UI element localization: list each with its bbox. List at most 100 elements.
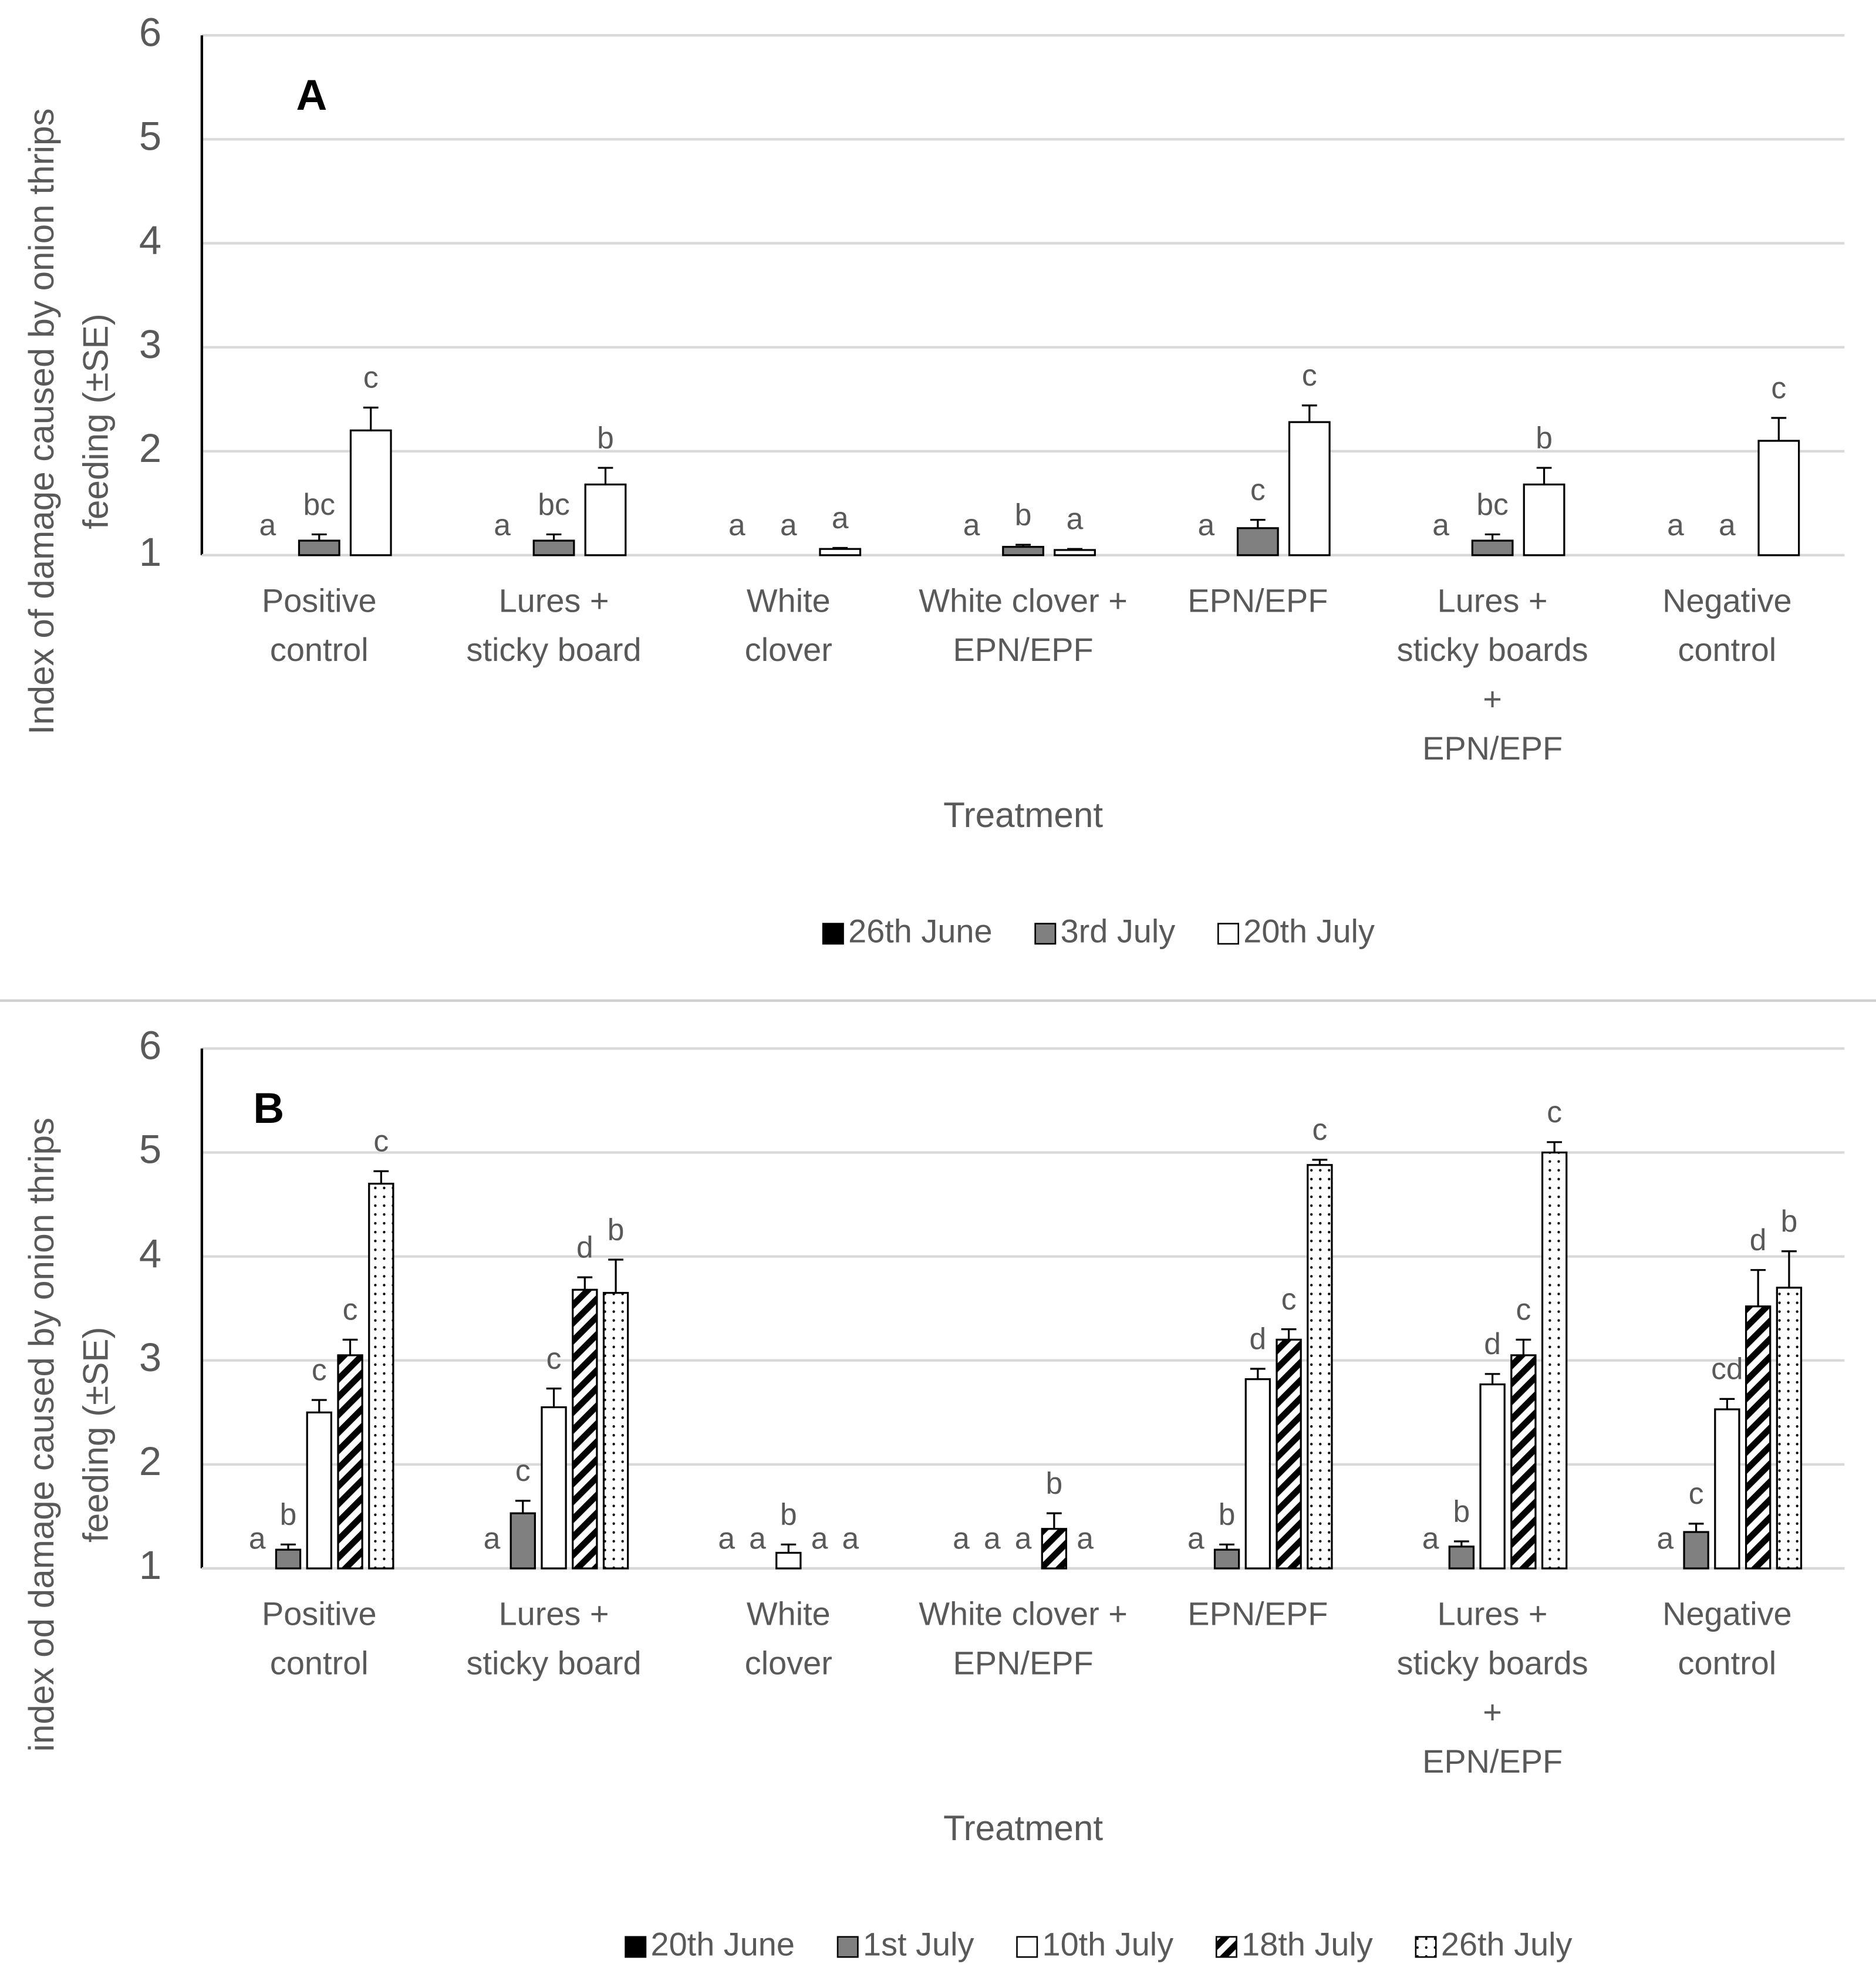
x-tick-label: Lures +	[499, 1595, 609, 1632]
bar	[1479, 1383, 1506, 1570]
bar	[306, 1411, 332, 1570]
x-axis-label: Treatment	[943, 1808, 1103, 1848]
bar	[1745, 1305, 1772, 1570]
y-axis-label: index od damage caused by onion thrips	[22, 1118, 61, 1752]
significance-letter: a	[249, 1521, 266, 1555]
panel-label: B	[253, 1085, 284, 1132]
significance-letter: c	[1250, 473, 1266, 507]
x-tick-label: sticky board	[466, 1644, 641, 1681]
significance-letter: a	[259, 508, 276, 542]
x-tick-label: Positive	[262, 582, 377, 619]
significance-letter: a	[1667, 508, 1684, 542]
x-tick-label: control	[270, 631, 369, 668]
significance-letter: c	[312, 1352, 327, 1386]
x-tick-label: clover	[745, 631, 832, 668]
y-tick-label: 2	[139, 426, 161, 471]
significance-letter: b	[280, 1497, 297, 1531]
significance-letter: a	[842, 1521, 859, 1555]
x-tick-label: +	[1483, 1693, 1502, 1730]
significance-letter: d	[1250, 1321, 1267, 1355]
significance-letter: cd	[1711, 1352, 1743, 1386]
y-axis-label: feeding (±SE)	[76, 1327, 116, 1543]
significance-letter: a	[953, 1521, 970, 1555]
x-tick-label: White clover +	[919, 582, 1128, 619]
bar	[584, 483, 627, 556]
significance-letter: b	[1781, 1204, 1798, 1238]
significance-letter: c	[1516, 1292, 1531, 1327]
bar	[1523, 483, 1565, 556]
significance-letter: a	[1187, 1521, 1204, 1555]
x-tick-label: White	[747, 582, 831, 619]
significance-letter: a	[728, 508, 745, 542]
y-tick-label: 4	[139, 1231, 161, 1276]
y-tick-label: 3	[139, 1335, 161, 1380]
x-tick-label: White	[747, 1595, 831, 1632]
bar	[1448, 1545, 1475, 1570]
bar	[349, 429, 392, 556]
panel-label: A	[296, 72, 327, 119]
y-tick-label: 3	[139, 322, 161, 367]
x-tick-label: Negative	[1662, 1595, 1792, 1632]
x-tick-label: sticky boards	[1397, 631, 1588, 668]
significance-letter: a	[1067, 502, 1084, 536]
legend-swatch	[1034, 923, 1057, 945]
legend-swatch	[1415, 1936, 1437, 1958]
x-tick-label: EPN/EPF	[953, 631, 1094, 668]
bar	[1276, 1338, 1302, 1570]
bar	[1714, 1408, 1740, 1570]
significance-letter: a	[1719, 508, 1736, 542]
significance-letter: c	[1689, 1476, 1704, 1510]
y-axis-label: Index of damage caused by onion thrips	[22, 108, 61, 734]
legend-label: 26th June	[848, 913, 992, 950]
x-tick-label: Negative	[1662, 582, 1792, 619]
legend-label: 20th July	[1243, 913, 1375, 950]
bar	[1213, 1548, 1240, 1570]
significance-letter: a	[1657, 1521, 1674, 1555]
y-tick-label: 1	[139, 529, 161, 575]
significance-letter: c	[373, 1124, 389, 1158]
significance-letter: a	[494, 508, 511, 542]
significance-letter: b	[1536, 420, 1553, 454]
bar	[1757, 440, 1800, 556]
x-tick-label: control	[1678, 1644, 1777, 1681]
significance-letter: c	[515, 1453, 531, 1487]
significance-letter: b	[608, 1212, 625, 1246]
legend-swatch	[822, 923, 844, 945]
significance-letter: c	[1771, 370, 1786, 404]
bar	[1244, 1378, 1271, 1570]
legend-label: 1st July	[863, 1926, 974, 1963]
significance-letter: a	[1077, 1521, 1094, 1555]
bar	[1002, 546, 1044, 556]
legend-swatch	[836, 1936, 859, 1958]
y-axis-label: feeding (±SE)	[76, 313, 116, 529]
significance-letter: a	[718, 1521, 735, 1555]
significance-letter: a	[963, 508, 980, 542]
bar	[1307, 1164, 1333, 1570]
legend-swatch	[625, 1936, 647, 1958]
bar	[368, 1183, 394, 1570]
significance-letter: c	[1281, 1282, 1297, 1316]
significance-letter: bc	[1476, 487, 1508, 521]
bar	[541, 1406, 567, 1570]
bar	[510, 1512, 536, 1570]
y-tick-label: 5	[139, 113, 161, 158]
significance-letter: d	[1484, 1327, 1501, 1361]
x-tick-label: clover	[745, 1644, 832, 1681]
legend-swatch	[1016, 1936, 1038, 1958]
bar	[1510, 1354, 1537, 1570]
x-tick-label: Positive	[262, 1595, 377, 1632]
bar	[1776, 1287, 1803, 1570]
significance-letter: c	[546, 1341, 562, 1375]
x-tick-label: control	[270, 1644, 369, 1681]
x-tick-label: sticky boards	[1397, 1644, 1588, 1681]
x-tick-label: White clover +	[919, 1595, 1128, 1632]
y-tick-label: 6	[139, 9, 161, 55]
bar	[1288, 421, 1331, 556]
significance-letter: c	[1302, 358, 1317, 392]
bar	[1683, 1531, 1709, 1570]
bar	[1471, 539, 1514, 556]
significance-letter: d	[576, 1230, 593, 1264]
significance-letter: b	[597, 420, 614, 454]
